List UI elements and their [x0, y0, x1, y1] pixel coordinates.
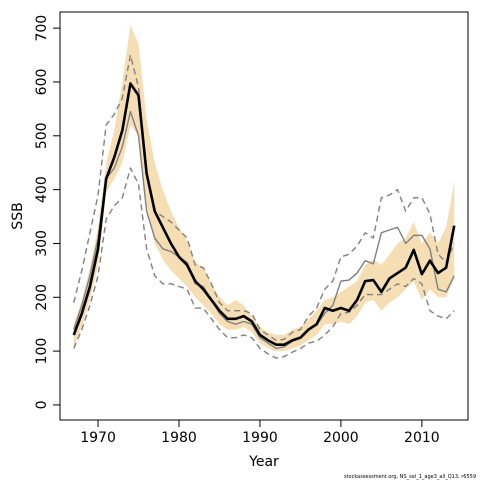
line [73, 110, 455, 350]
y-tick-label: 300 [34, 230, 50, 257]
x-tick-label: 2000 [323, 430, 359, 446]
y-tick-label: 0 [34, 400, 50, 409]
y-axis-label: SSB [10, 202, 26, 229]
y-tick-label: 400 [34, 176, 50, 203]
x-tick-label: 1980 [161, 430, 197, 446]
y-tick-label: 200 [34, 284, 50, 311]
y-tick-label: 600 [34, 69, 50, 96]
x-tick-label: 1990 [242, 430, 278, 446]
x-tick-label: 2010 [404, 430, 440, 446]
dashed-line [73, 54, 455, 342]
y-tick-label: 100 [34, 338, 50, 365]
y-tick-label: 700 [34, 15, 50, 42]
x-tick-label: 1970 [80, 430, 116, 446]
dashed-line [73, 167, 455, 359]
y-tick-label: 500 [34, 122, 50, 149]
line [72, 82, 456, 346]
footnote: stockassessment.org, NS_sel_1_age3_all_Q… [344, 474, 476, 480]
confidence-band [73, 25, 455, 352]
plot-frame [59, 11, 469, 421]
x-axis-label: Year [248, 454, 279, 470]
